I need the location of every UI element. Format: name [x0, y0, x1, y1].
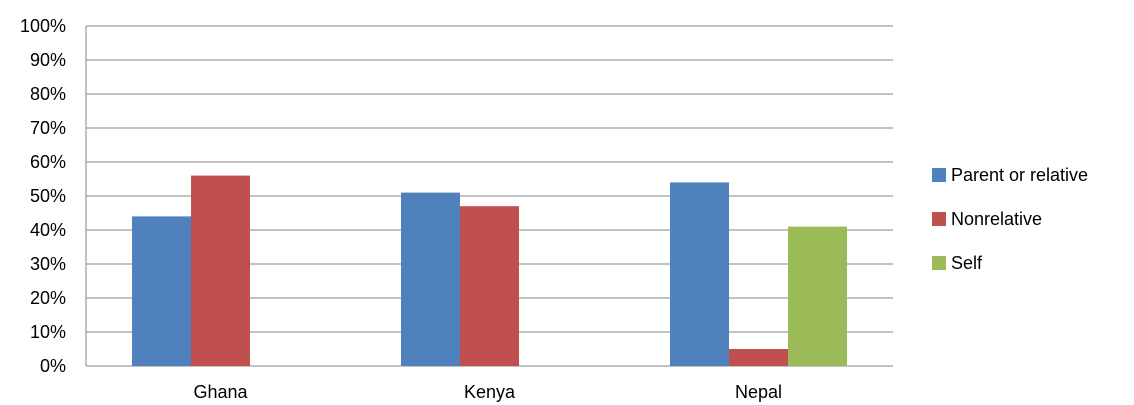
legend-swatch-nonrelative [932, 212, 946, 226]
y-tick-label: 70% [30, 118, 66, 138]
bar-nonrelative-nepal [729, 349, 788, 366]
legend-swatch-self [932, 256, 946, 270]
legend: Parent or relative Nonrelative Self [932, 153, 1132, 285]
y-tick-label: 40% [30, 220, 66, 240]
bar-nonrelative-ghana [191, 175, 250, 366]
y-tick-label: 100% [20, 16, 66, 36]
legend-item-nonrelative: Nonrelative [932, 197, 1132, 241]
legend-swatch-parent-or-relative [932, 168, 946, 182]
y-tick-label: 10% [30, 322, 66, 342]
y-tick-label: 0% [40, 356, 66, 376]
bar-parent-or-relative-kenya [401, 192, 460, 366]
x-tick-label: Ghana [193, 382, 248, 402]
bar-self-nepal [788, 226, 847, 366]
bar-nonrelative-kenya [460, 206, 519, 366]
bar-parent-or-relative-ghana [132, 216, 191, 366]
y-tick-label: 80% [30, 84, 66, 104]
x-tick-label: Nepal [735, 382, 782, 402]
legend-item-parent-or-relative: Parent or relative [932, 153, 1132, 197]
y-tick-label: 20% [30, 288, 66, 308]
y-tick-label: 60% [30, 152, 66, 172]
bar-parent-or-relative-nepal [670, 182, 729, 366]
y-tick-label: 30% [30, 254, 66, 274]
legend-label-parent-or-relative: Parent or relative [951, 164, 1089, 185]
legend-label-nonrelative: Nonrelative [951, 208, 1043, 229]
y-tick-label: 90% [30, 50, 66, 70]
y-tick-label: 50% [30, 186, 66, 206]
x-tick-label: Kenya [464, 382, 516, 402]
legend-item-self: Self [932, 241, 1132, 285]
legend-label-self: Self [951, 252, 983, 273]
